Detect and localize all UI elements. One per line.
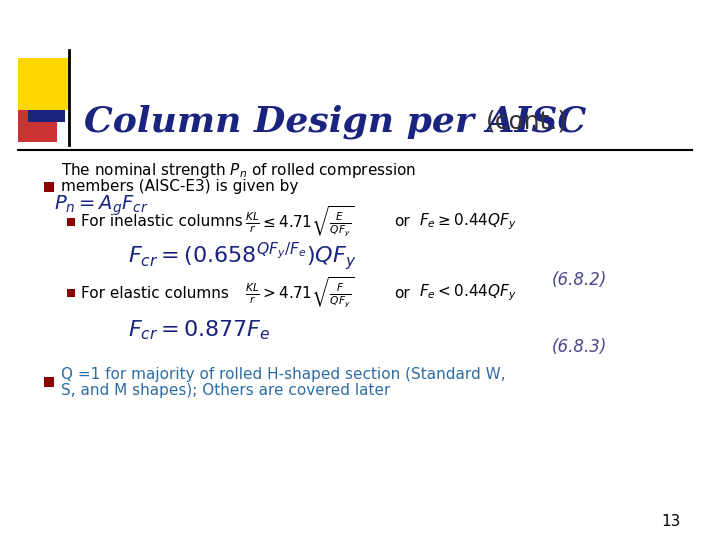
FancyBboxPatch shape: [45, 377, 54, 387]
Text: or: or: [395, 214, 410, 230]
Text: For inelastic columns: For inelastic columns: [81, 214, 243, 230]
Text: $F_e \geq 0.44QF_y$: $F_e \geq 0.44QF_y$: [419, 212, 517, 232]
Text: $F_e < 0.44QF_y$: $F_e < 0.44QF_y$: [419, 283, 517, 303]
Text: $\frac{KL}{r} \leq 4.71\sqrt{\frac{E}{QF_y}}$: $\frac{KL}{r} \leq 4.71\sqrt{\frac{E}{QF…: [245, 205, 354, 239]
Text: members (AISC-E3) is given by: members (AISC-E3) is given by: [61, 179, 299, 193]
Text: Column Design per AISC: Column Design per AISC: [84, 105, 586, 139]
Text: For elastic columns: For elastic columns: [81, 286, 229, 300]
FancyBboxPatch shape: [67, 289, 75, 297]
Text: or: or: [395, 286, 410, 300]
FancyBboxPatch shape: [18, 102, 57, 142]
Text: The nominal strength $P_n$ of rolled compression: The nominal strength $P_n$ of rolled com…: [61, 160, 416, 179]
Text: $\frac{KL}{r} > 4.71\sqrt{\frac{F}{QF_y}}$: $\frac{KL}{r} > 4.71\sqrt{\frac{F}{QF_y}…: [245, 276, 354, 310]
Text: S, and M shapes); Others are covered later: S, and M shapes); Others are covered lat…: [61, 382, 390, 397]
Text: $P_n = A_g F_{cr}$: $P_n = A_g F_{cr}$: [54, 194, 149, 218]
Text: (6.8.2): (6.8.2): [552, 271, 608, 289]
FancyBboxPatch shape: [45, 182, 54, 192]
Text: $F_{cr} = \left(0.658^{QF_y/F_e}\right)QF_y$: $F_{cr} = \left(0.658^{QF_y/F_e}\right)Q…: [128, 240, 357, 272]
FancyBboxPatch shape: [27, 84, 65, 122]
FancyBboxPatch shape: [18, 58, 69, 110]
Text: (6.8.3): (6.8.3): [552, 338, 608, 356]
Text: (cont.): (cont.): [486, 110, 568, 134]
FancyBboxPatch shape: [67, 218, 75, 226]
Text: 13: 13: [661, 515, 680, 530]
Text: $F_{cr} = 0.877F_e$: $F_{cr} = 0.877F_e$: [128, 318, 270, 342]
Text: Q =1 for majority of rolled H-shaped section (Standard W,: Q =1 for majority of rolled H-shaped sec…: [61, 367, 505, 381]
